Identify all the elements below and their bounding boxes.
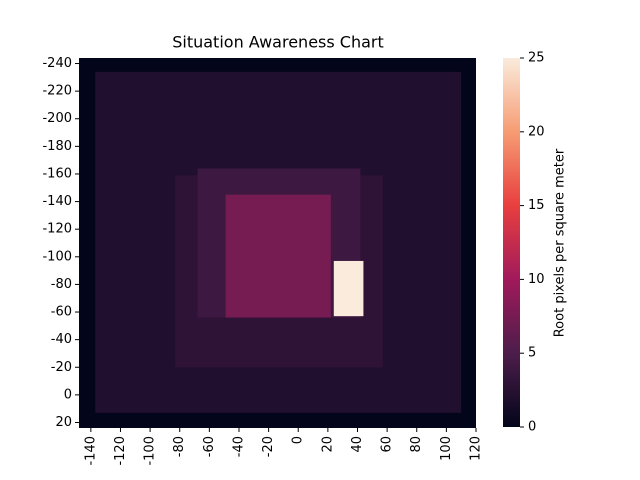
y-tick-label: -180	[42, 139, 72, 154]
x-tick-label: -20	[261, 436, 276, 457]
y-tick-label: 20	[55, 415, 72, 430]
y-tick-label: -120	[42, 222, 72, 237]
y-tick-label: -140	[42, 194, 72, 209]
x-tick-label: -40	[231, 436, 246, 457]
colorbar-tick-label: 15	[528, 198, 545, 213]
y-tick-label: -60	[51, 305, 72, 320]
y-tick-label: -160	[42, 166, 72, 181]
y-tick-label: -20	[51, 360, 72, 375]
y-tick-label: -40	[51, 332, 72, 347]
heatmap-cell	[333, 260, 364, 317]
x-tick-label: -60	[202, 436, 217, 457]
chart-title: Situation Awareness Chart	[172, 33, 384, 52]
x-tick-label: 60	[380, 436, 395, 453]
colorbar-tick-label: 5	[528, 346, 536, 361]
x-tick-label: 20	[320, 436, 335, 453]
y-tick-label: -80	[51, 277, 72, 292]
y-tick-label: -100	[42, 249, 72, 264]
x-tick-label: -100	[143, 436, 158, 466]
x-tick-label: 40	[350, 436, 365, 453]
colorbar-tick-label: 20	[528, 124, 545, 139]
x-tick-label: 120	[469, 436, 484, 461]
x-tick-label: -80	[172, 436, 187, 457]
y-tick-label: -220	[42, 84, 72, 99]
x-tick-label: -140	[83, 436, 98, 466]
colorbar-label: Root pixels per square meter	[553, 148, 568, 337]
colorbar-tick-label: 10	[528, 272, 545, 287]
x-tick-label: -120	[113, 436, 128, 466]
y-tick-label: -200	[42, 111, 72, 126]
x-tick-label: 0	[291, 436, 306, 444]
heatmap-cell	[225, 194, 331, 318]
colorbar-tick-label: 0	[528, 420, 536, 435]
x-tick-label: 100	[439, 436, 454, 461]
y-tick-label: -240	[42, 56, 72, 71]
y-tick-label: 0	[64, 387, 72, 402]
x-tick-label: 80	[409, 436, 424, 453]
colorbar	[503, 58, 520, 427]
colorbar-tick-label: 25	[528, 51, 545, 66]
